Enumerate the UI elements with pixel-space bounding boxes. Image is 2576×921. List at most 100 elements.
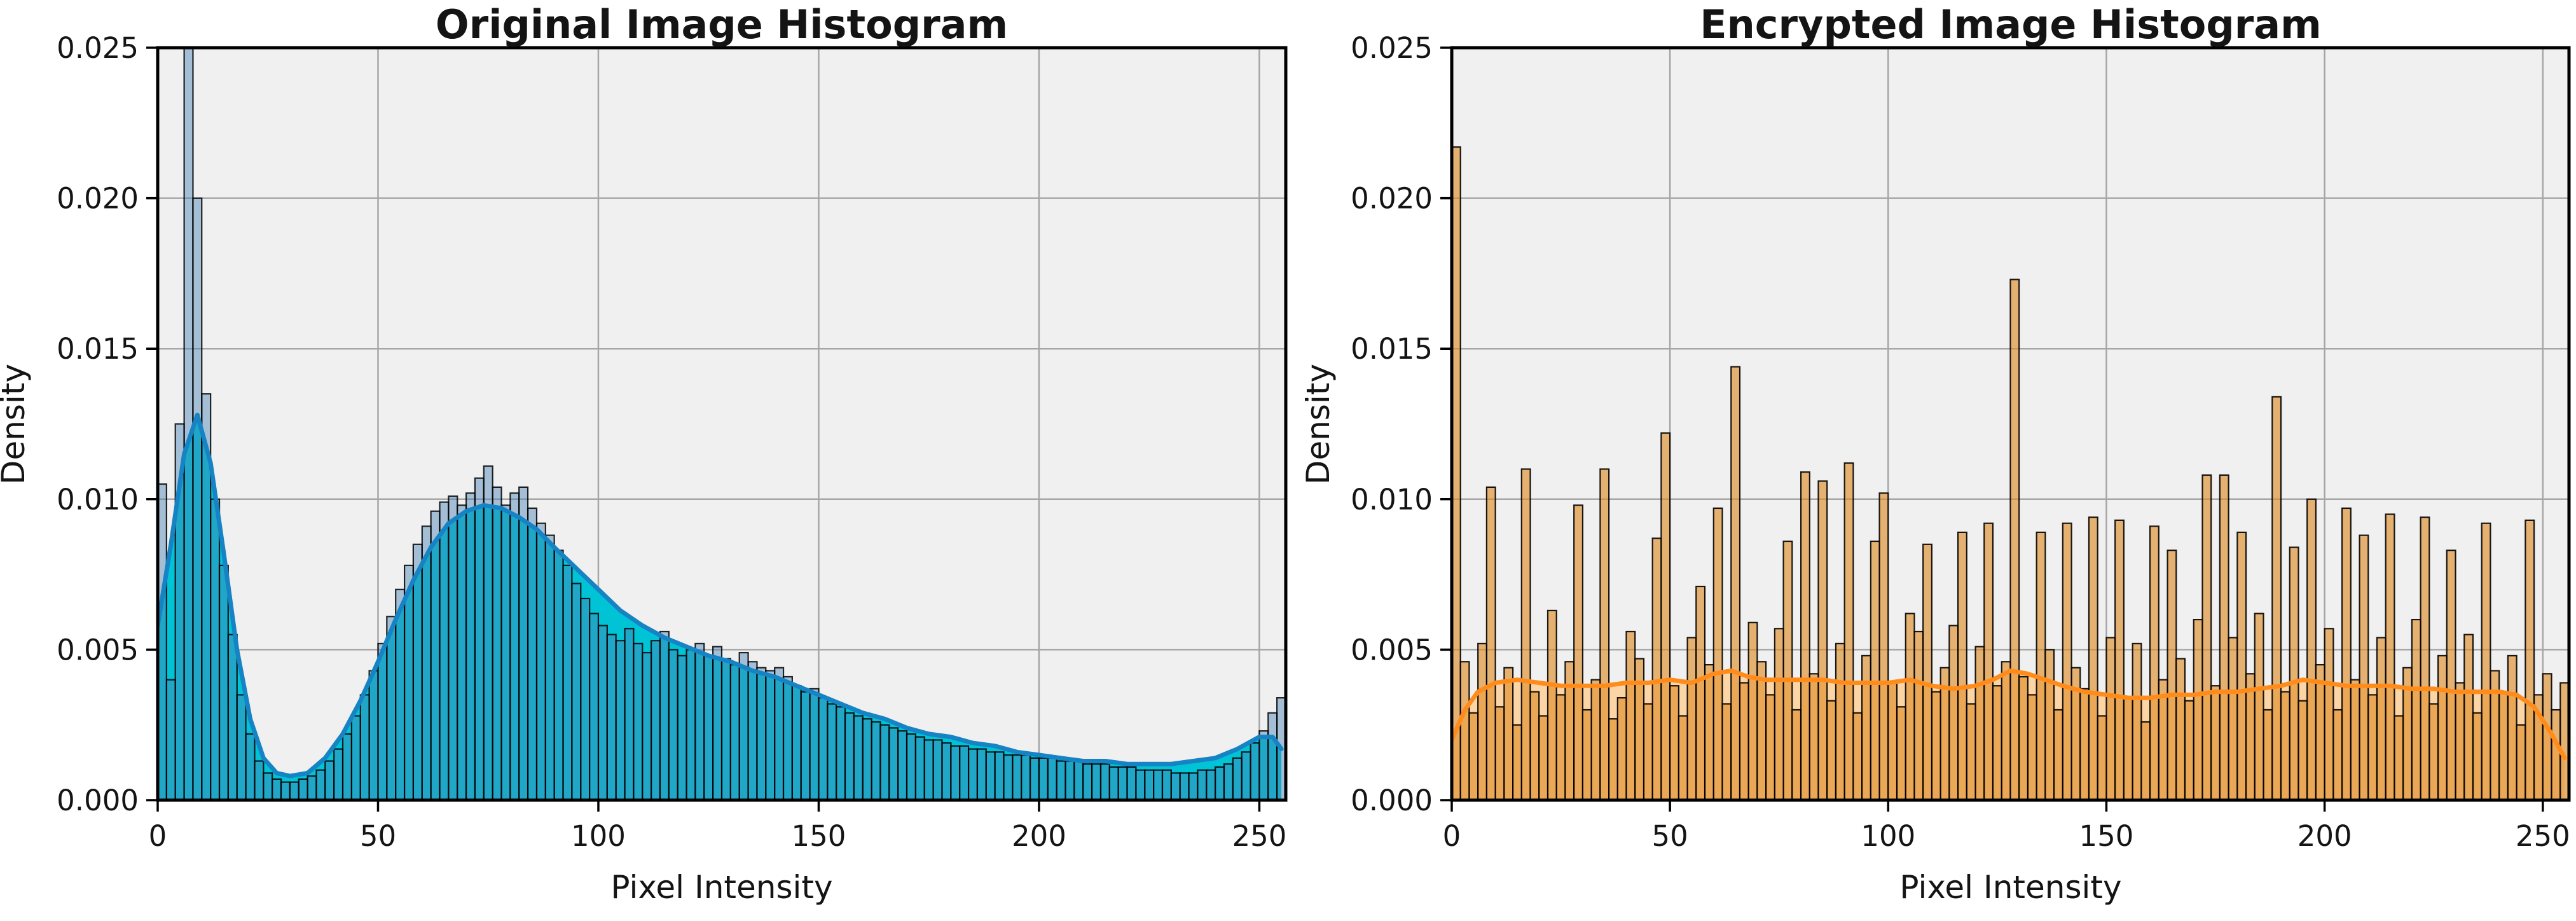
histogram-bar — [1677, 715, 1688, 800]
histogram-bar — [527, 507, 538, 800]
histogram-bar — [1765, 694, 1776, 800]
histogram-bar — [800, 691, 811, 800]
histogram-bar — [2297, 700, 2308, 800]
histogram-bar — [668, 649, 678, 800]
histogram-bar — [2053, 709, 2063, 800]
axes-spines — [1450, 46, 2571, 802]
y-tick-label: 0.000 — [57, 784, 139, 817]
encrypted-x-axis-label: Pixel Intensity — [1899, 869, 2121, 906]
histogram-bar — [897, 730, 908, 800]
histogram-bar — [2306, 498, 2317, 800]
histogram-bar — [210, 498, 221, 800]
histogram-bar — [1214, 766, 1225, 800]
histogram-bar — [333, 748, 344, 800]
x-tick-label: 250 — [2516, 819, 2570, 853]
histogram-bar — [967, 748, 979, 800]
histogram-bar — [2428, 703, 2439, 800]
histogram-bar — [2271, 396, 2282, 800]
original-histogram-plot-area: 0 50 100 150 200 250 0.000 0.005 0.010 0.015 0.020… — [57, 31, 1288, 853]
histogram-bar — [1452, 146, 1461, 800]
histogram-bar — [2236, 531, 2247, 800]
x-tick-label: 0 — [149, 819, 167, 853]
histogram-bar — [1826, 700, 1837, 800]
histogram-bar — [1800, 471, 1810, 800]
original-x-axis-label: Pixel Intensity — [610, 869, 832, 906]
histogram-bar — [1029, 757, 1040, 800]
histogram-bar — [2446, 550, 2456, 800]
histogram-bar — [1957, 531, 1967, 800]
histogram-bar — [1913, 630, 1924, 800]
histogram-bar — [272, 778, 282, 800]
kde-area — [158, 415, 1282, 800]
histogram-bar — [871, 721, 881, 800]
histogram-bar — [2245, 673, 2256, 800]
histogram-bar — [465, 492, 476, 800]
histogram-bar — [703, 654, 714, 800]
histogram-bar — [606, 634, 617, 800]
histogram-bar — [1241, 751, 1251, 800]
histogram-bar — [2393, 715, 2404, 800]
x-tick-label: 100 — [1861, 819, 1915, 853]
histogram-bar — [765, 670, 776, 800]
histogram-bar — [1669, 685, 1680, 800]
histogram-bar — [2001, 661, 2011, 800]
y-tick-label: 0.025 — [1351, 31, 1433, 65]
histogram-bar — [2149, 525, 2159, 800]
histogram-bar — [183, 48, 194, 800]
histogram-bar — [1878, 492, 1889, 800]
original-histogram-panel: 0 50 100 150 200 250 0.000 0.005 0.010 0.015 0.020… — [0, 1, 1288, 906]
histogram-bar — [1835, 642, 1845, 800]
histogram-bar — [2385, 513, 2395, 800]
histogram-bar — [1974, 646, 1985, 800]
histogram-bar — [2463, 634, 2474, 800]
histogram-bar — [2332, 709, 2343, 800]
histogram-bar — [1616, 696, 1627, 800]
histogram-bar — [1064, 760, 1075, 800]
histogram-bar — [2376, 637, 2387, 800]
histogram-bar — [2420, 516, 2430, 800]
histogram-bar — [1047, 757, 1057, 800]
histogram-bar — [994, 751, 1005, 800]
kde-curve — [1452, 668, 2567, 761]
histogram-bar — [1625, 630, 1636, 800]
histogram-bar — [2411, 618, 2421, 800]
histogram-bar — [2088, 516, 2098, 800]
histogram-bar — [1651, 537, 1662, 800]
histogram-bar — [1468, 712, 1479, 800]
histogram-bar — [2175, 658, 2186, 800]
histogram-bar — [1170, 772, 1181, 800]
histogram-bar — [2184, 700, 2194, 800]
histogram-bar — [457, 504, 467, 800]
histogram-bar — [1808, 673, 1819, 800]
histogram-bar — [844, 712, 855, 800]
histogram-bar — [1529, 691, 1540, 800]
histogram-bar — [2367, 694, 2378, 800]
original-y-axis-label: Density — [0, 364, 32, 485]
y-tick-label: 0.000 — [1351, 784, 1433, 817]
y-tick-label: 0.025 — [57, 31, 139, 65]
histogram-bar — [2140, 721, 2151, 800]
histogram-bar — [633, 642, 644, 800]
histogram-bar — [2359, 534, 2369, 800]
axes-spines — [156, 46, 1288, 802]
histogram-bar — [1896, 706, 1906, 800]
histogram-bar — [218, 564, 229, 800]
histogram-bar — [2481, 522, 2491, 800]
histogram-bar — [315, 769, 326, 800]
histogram-bar — [2289, 546, 2299, 800]
histogram-bar — [1459, 661, 1470, 800]
histogram-bar — [1073, 760, 1084, 800]
histogram-bar — [774, 667, 785, 800]
histogram-bar — [2498, 691, 2509, 800]
histogram-bar — [1152, 769, 1164, 800]
histogram-bar — [1922, 543, 1933, 800]
histogram-bar — [1686, 637, 1697, 800]
histogram-bar — [1144, 769, 1155, 800]
histogram-bar — [2193, 618, 2203, 800]
histogram-bar — [782, 675, 793, 800]
histogram-bar — [254, 760, 265, 800]
histogram-bar — [615, 640, 626, 800]
histogram-bar — [2542, 673, 2552, 800]
histogram-bar — [1538, 715, 1549, 800]
